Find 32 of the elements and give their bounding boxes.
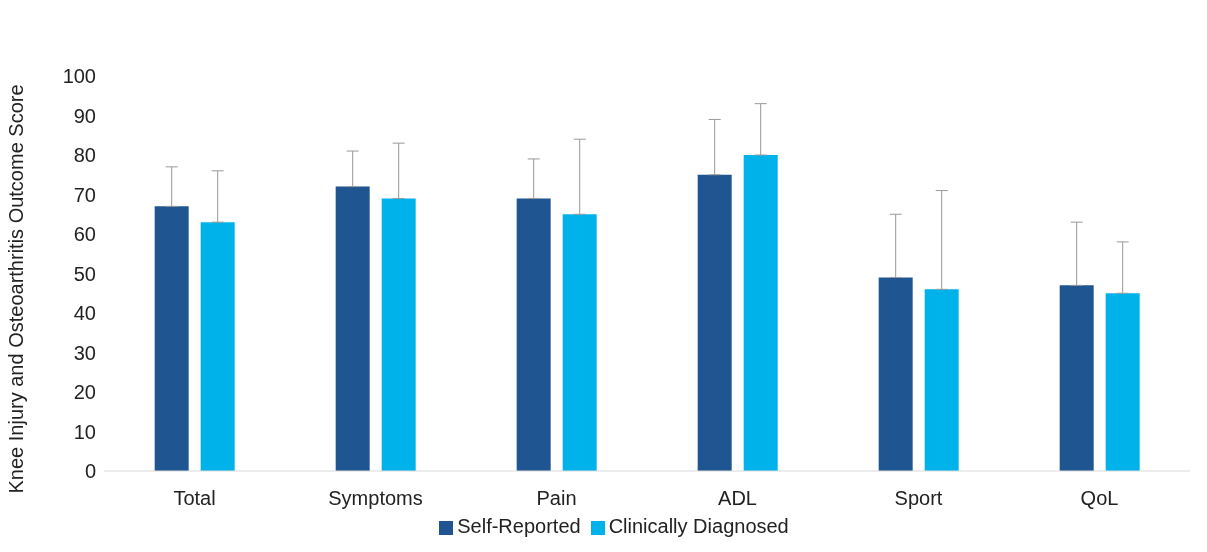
bar: [697, 174, 732, 471]
bar: [878, 277, 913, 471]
y-axis-title: Knee Injury and Osteoarthritis Outcome Score: [5, 84, 28, 494]
bar: [516, 198, 551, 471]
y-tick-label: 80: [73, 144, 96, 167]
legend-label: Self-Reported: [457, 515, 581, 537]
y-tick-label: 40: [73, 302, 96, 325]
y-tick-label: 0: [84, 460, 96, 483]
bar: [381, 198, 416, 471]
x-tick-label: Total: [173, 487, 216, 510]
y-tick-label: 70: [73, 183, 96, 206]
bar: [924, 289, 959, 471]
y-tick-label: 100: [62, 65, 96, 88]
y-tick-label: 60: [73, 223, 96, 246]
y-tick-label: 90: [73, 104, 96, 127]
bar: [562, 214, 597, 471]
bar: [154, 206, 189, 471]
bar: [1059, 285, 1094, 471]
y-tick-label: 10: [73, 420, 96, 443]
y-tick-label: 30: [73, 341, 96, 364]
bar: [1105, 293, 1140, 471]
y-tick-label: 20: [73, 381, 96, 404]
bar: [743, 155, 778, 471]
x-tick-label: QoL: [1080, 487, 1119, 510]
legend-label: Clinically Diagnosed: [608, 515, 789, 537]
x-tick-label: Sport: [894, 487, 943, 510]
x-tick-label: Pain: [536, 487, 577, 510]
x-tick-label: Symptoms: [328, 487, 423, 510]
bar: [200, 222, 235, 471]
x-tick-label: ADL: [718, 487, 757, 510]
y-tick-label: 50: [73, 262, 96, 285]
bar: [335, 186, 370, 471]
